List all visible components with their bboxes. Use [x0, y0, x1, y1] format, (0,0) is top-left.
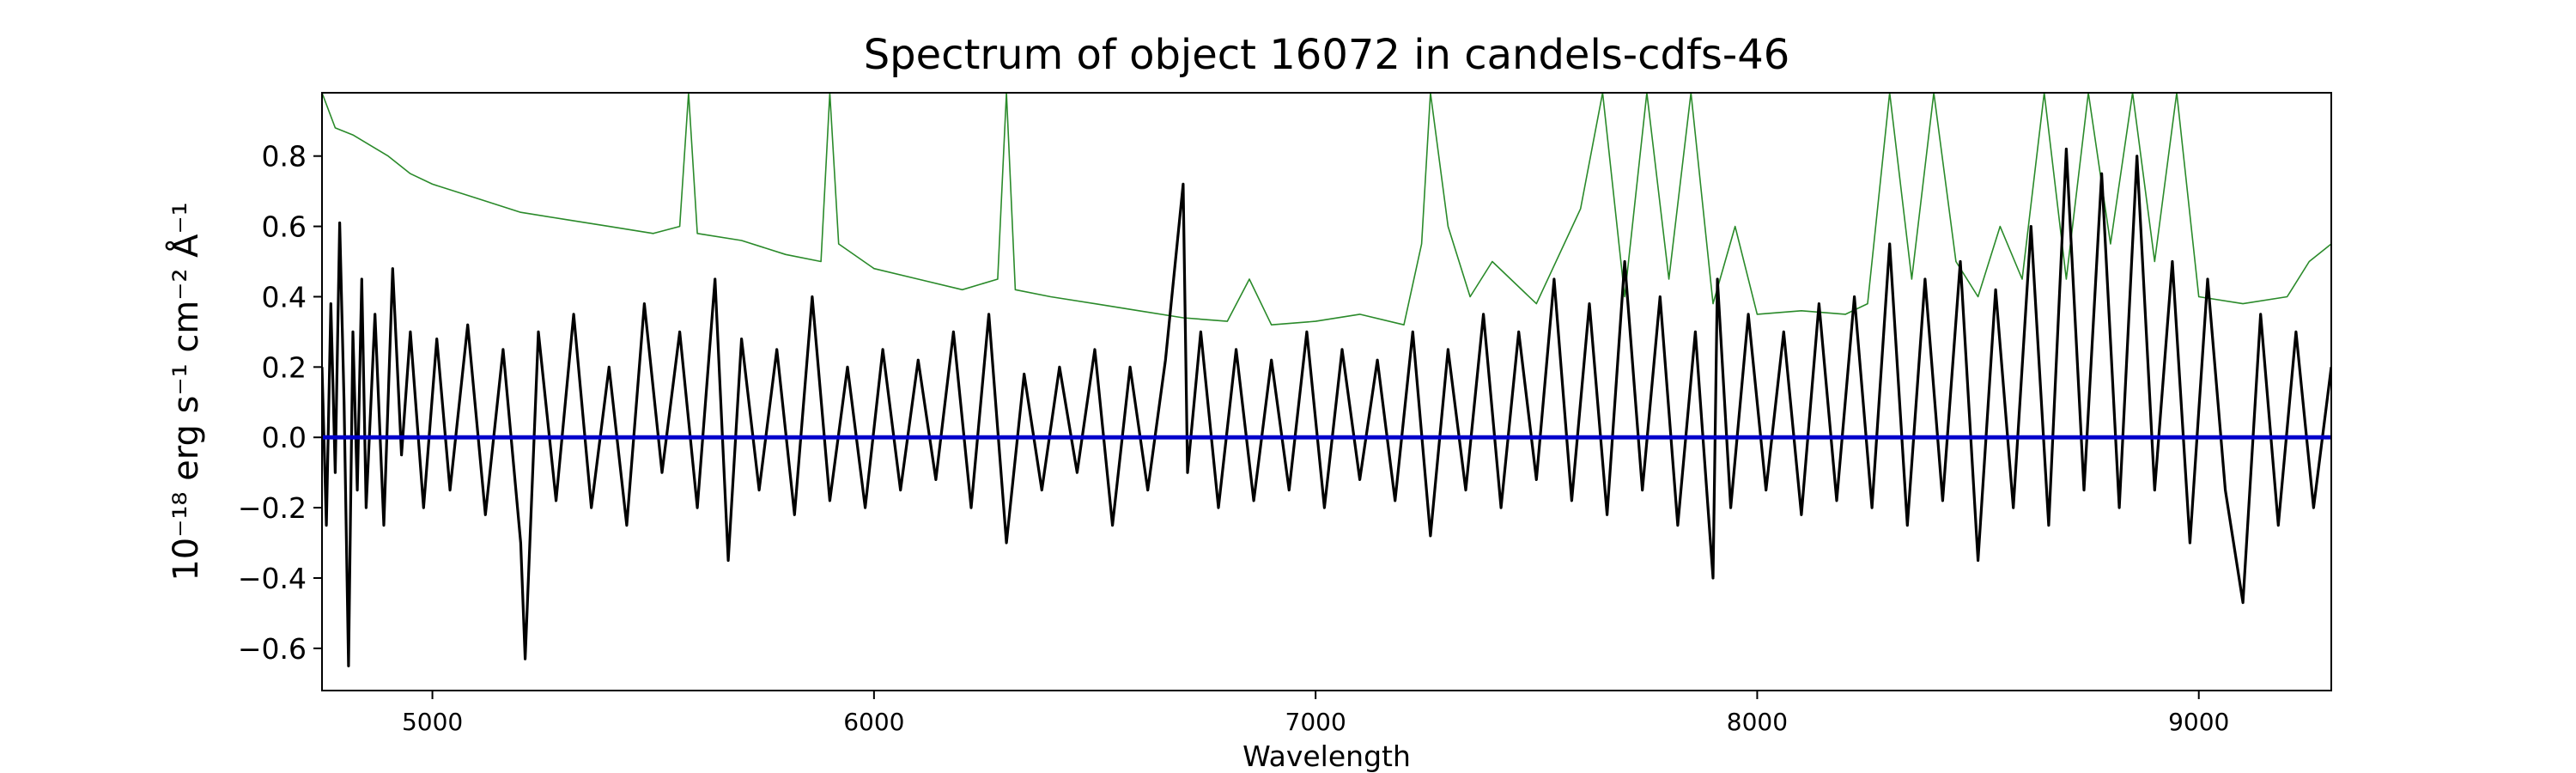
y-tick-label: 0.4	[262, 280, 307, 313]
x-axis-ticks: 5000 6000 7000 8000 9000	[402, 691, 2229, 736]
series-flux-line	[322, 147, 2331, 667]
x-tick-label: 6000	[843, 708, 904, 736]
y-axis-title: 10⁻¹⁸ erg s⁻¹ cm⁻² Å⁻¹	[165, 202, 206, 581]
y-axis-ticks: −0.6 −0.4 −0.2 0.0 0.2 0.4 0.6 0.8	[238, 140, 322, 666]
x-tick-label: 9000	[2168, 708, 2229, 736]
plot-frame	[321, 92, 2332, 691]
y-tick-label: −0.4	[238, 562, 307, 595]
x-tick-label: 5000	[402, 708, 463, 736]
x-tick-label: 8000	[1727, 708, 1788, 736]
y-tick-label: 0.0	[262, 421, 307, 454]
plot-lines	[322, 93, 2331, 667]
y-tick-label: 0.2	[262, 350, 307, 384]
chart-title: Spectrum of object 16072 in candels-cdfs…	[864, 31, 1790, 79]
y-tick-label: −0.2	[238, 491, 307, 525]
y-tick-label: 0.8	[262, 140, 307, 173]
y-tick-label: −0.6	[238, 632, 307, 666]
x-axis-title: Wavelength	[1242, 740, 1411, 773]
series-error-line	[322, 93, 2331, 326]
x-tick-label: 7000	[1285, 708, 1346, 736]
y-tick-label: 0.6	[262, 210, 307, 244]
